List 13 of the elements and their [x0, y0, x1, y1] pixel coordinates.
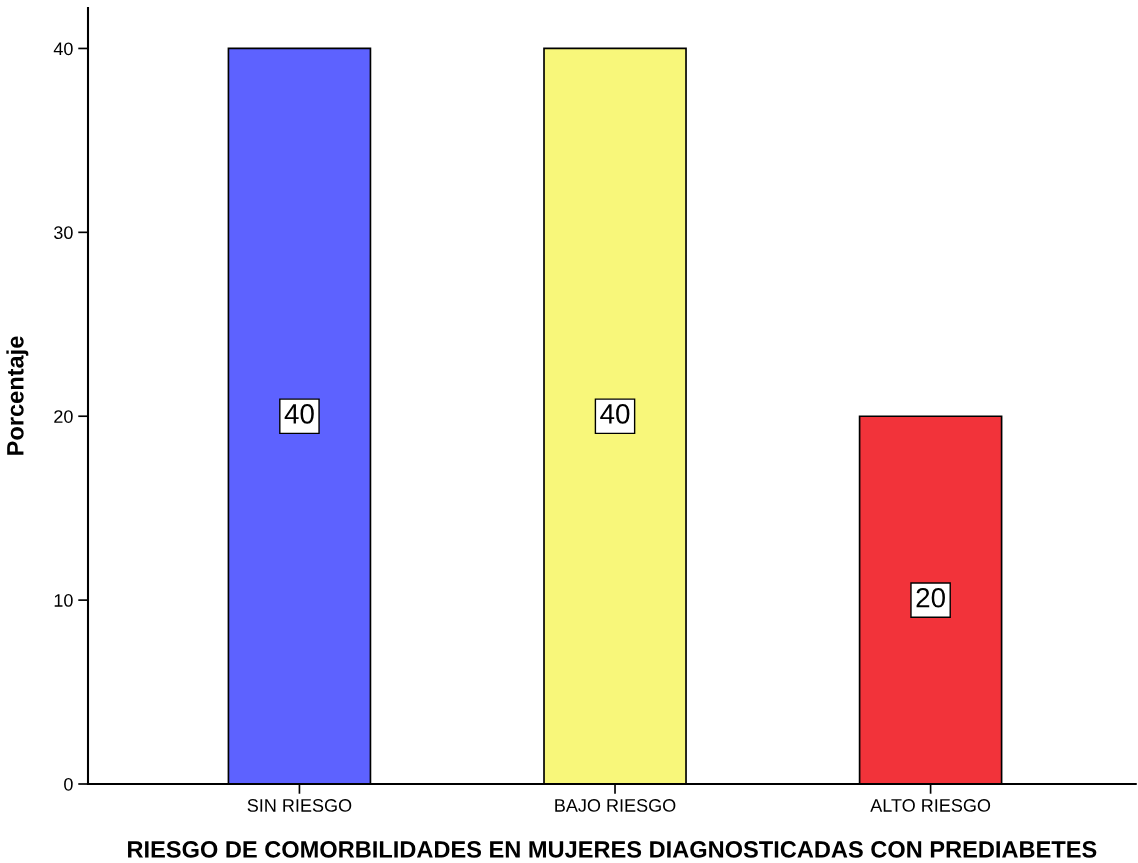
y-tick-label: 0 [64, 777, 73, 791]
x-tick-label: SIN RIESGO [247, 799, 352, 812]
y-tick-label: 30 [54, 226, 73, 240]
data-label: 40 [600, 404, 630, 424]
data-label: 20 [916, 587, 945, 608]
y-tick-label: 20 [54, 410, 73, 423]
x-tick-label: ALTO RIESGO [870, 799, 991, 812]
x-tick-label: BAJO RIESGO [555, 799, 676, 812]
y-tick-label: 10 [54, 594, 73, 607]
y-axis-title: Porcentaje [6, 336, 29, 455]
x-axis-title: RIESGO DE COMORBILIDADES EN MUJERES DIAGNOSTICADAS CON PREDIABETES [128, 841, 1097, 858]
data-label: 40 [284, 404, 314, 424]
y-tick-label: 40 [53, 42, 73, 56]
